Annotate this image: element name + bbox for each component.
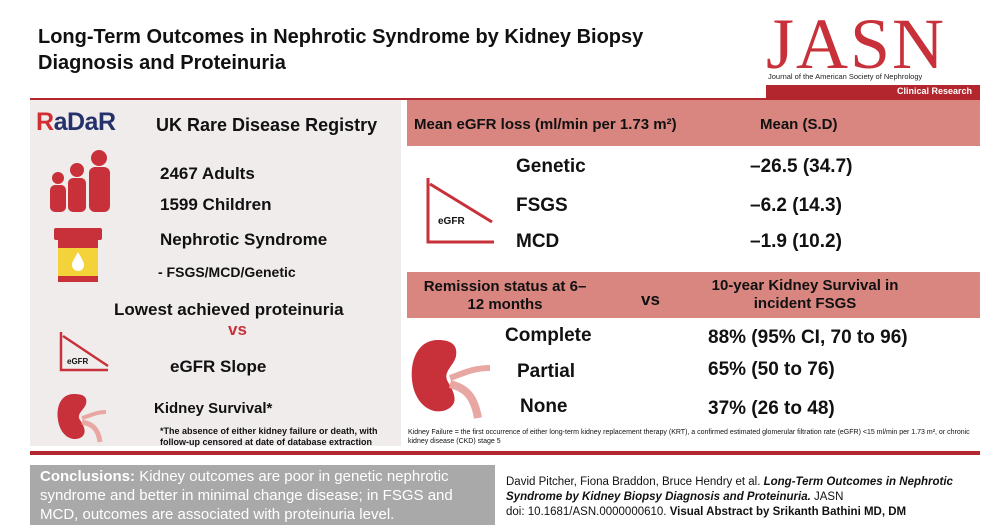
- egfr-icon-label: eGFR: [67, 357, 89, 366]
- outcome-egfr-slope: eGFR Slope: [170, 357, 267, 376]
- egfr-chart-label: eGFR: [438, 216, 465, 227]
- citation-credit: Visual Abstract by Srikanth Bathini MD, …: [669, 506, 907, 518]
- egfr-row-genetic-label: Genetic: [516, 156, 586, 177]
- egfr-header-right: Mean (S.D): [760, 116, 838, 133]
- radar-logo-text: RaDaR: [36, 108, 116, 136]
- survival-table-header: [407, 272, 980, 318]
- subtypes-label: - FSGS/MCD/Genetic: [158, 264, 296, 280]
- citation-doi: doi: 10.1681/ASN.0000000610.: [506, 506, 670, 518]
- survival-row-none-value: 37% (26 to 48): [708, 398, 835, 419]
- section-badge: Clinical Research: [766, 85, 980, 98]
- survival-header-vs: vs: [641, 290, 660, 309]
- kidney-icon: [57, 394, 107, 443]
- citation: David Pitcher, Fiona Braddon, Bruce Hend…: [506, 475, 976, 520]
- adults-count: 2467 Adults: [160, 164, 255, 183]
- conclusions-text: Kidney outcomes are poor in genetic neph…: [40, 468, 453, 523]
- egfr-row-mcd-value: –1.9 (10.2): [750, 231, 842, 252]
- people-icon: [50, 150, 110, 212]
- survival-row-none-label: None: [520, 396, 568, 417]
- condition-label: Nephrotic Syndrome: [160, 230, 328, 249]
- radar-logo-letter: a: [84, 108, 99, 136]
- registry-name: UK Rare Disease Registry: [156, 115, 378, 135]
- radar-logo: RaDaR: [36, 108, 116, 137]
- egfr-decline-icon: eGFR: [59, 332, 109, 372]
- radar-logo-letter: R: [36, 108, 54, 136]
- top-divider: [30, 98, 980, 100]
- egfr-table-header: [407, 100, 980, 146]
- egfr-chart-icon: eGFR: [426, 178, 494, 244]
- kidney-failure-definition: Kidney Failure = the first occurrence of…: [408, 429, 970, 445]
- conclusions-box: Conclusions: Kidney outcomes are poor in…: [30, 465, 495, 525]
- journal-subtitle: Journal of the American Society of Nephr…: [768, 72, 923, 81]
- radar-logo-letter: a: [53, 108, 68, 136]
- exposure-label: Lowest achieved proteinuria: [114, 300, 344, 319]
- conclusions-label: Conclusions:: [40, 468, 136, 485]
- children-count: 1599 Children: [160, 195, 272, 214]
- urine-sample-icon: [54, 228, 102, 282]
- page-title: Long-Term Outcomes in Nephrotic Syndrome…: [38, 26, 644, 74]
- survival-row-complete-label: Complete: [505, 325, 592, 346]
- bottom-divider: [30, 451, 980, 455]
- kidney-large-icon: [411, 340, 491, 419]
- egfr-row-fsgs-value: –6.2 (14.3): [750, 195, 842, 216]
- radar-logo-letter: D: [66, 108, 85, 136]
- egfr-header-left: Mean eGFR loss (ml/min per 1.73 m²): [414, 116, 677, 133]
- survival-header-left: Remission status at 6–12 months: [423, 278, 587, 313]
- egfr-row-fsgs-label: FSGS: [516, 195, 568, 216]
- panel-divider: [401, 100, 407, 446]
- egfr-row-genetic-value: –26.5 (34.7): [750, 156, 853, 177]
- citation-journal: JASN: [810, 491, 844, 503]
- survival-row-complete-value: 88% (95% CI, 70 to 96): [708, 327, 908, 348]
- survival-row-partial-label: Partial: [517, 361, 576, 382]
- survival-row-partial-value: 65% (50 to 76): [708, 359, 835, 380]
- radar-logo-letter: R: [97, 108, 116, 136]
- kidney-survival-footnote: *The absence of either kidney failure or…: [160, 426, 378, 447]
- citation-article: Long-Term Outcomes in Nephrotic Syndrome…: [506, 476, 953, 503]
- survival-header-right: 10-year Kidney Survival in incident FSGS: [711, 277, 899, 312]
- outcome-kidney-survival: Kidney Survival*: [154, 400, 273, 417]
- egfr-row-mcd-label: MCD: [516, 231, 560, 252]
- vs-label: vs: [228, 320, 247, 339]
- citation-authors: David Pitcher, Fiona Braddon, Bruce Hend…: [506, 476, 764, 488]
- jasn-logo: JASN: [766, 4, 947, 84]
